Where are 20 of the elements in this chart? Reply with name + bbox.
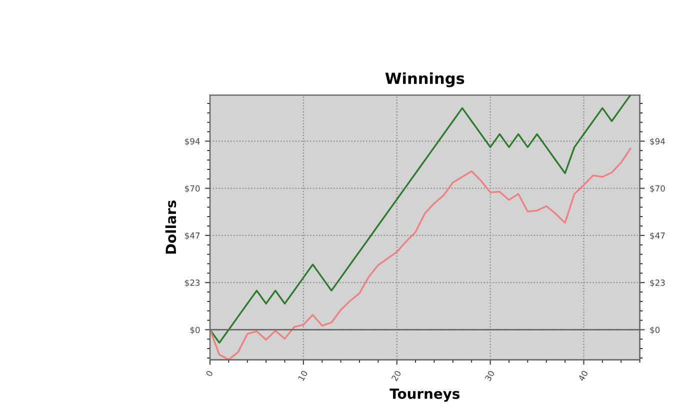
y2-tick-label: $23: [650, 279, 665, 287]
chart-title: Winnings: [385, 72, 464, 88]
line-series: [210, 95, 632, 344]
y-axis-title: Dollars: [165, 200, 176, 254]
x-tick-label: 40: [578, 370, 588, 382]
x-tick-label: 30: [484, 370, 495, 382]
y2-tick-label: $0: [650, 326, 660, 334]
y2-tick-label: $70: [650, 185, 665, 193]
x-axis-title: Tourneys: [390, 388, 460, 402]
y-tick-label: $23: [185, 279, 200, 287]
y-tick-label: $47: [185, 232, 200, 240]
x-tick-label: 20: [391, 370, 402, 382]
x-tick-label: 10: [298, 370, 308, 382]
x-tick-label: 0: [206, 370, 214, 377]
y2-tick-label: $94: [650, 138, 665, 146]
y2-tick-label: $47: [650, 232, 665, 240]
y-tick-label: $0: [190, 326, 200, 334]
y-tick-label: $70: [185, 185, 200, 193]
y-tick-label: $94: [185, 138, 200, 146]
line-series: [210, 148, 632, 360]
